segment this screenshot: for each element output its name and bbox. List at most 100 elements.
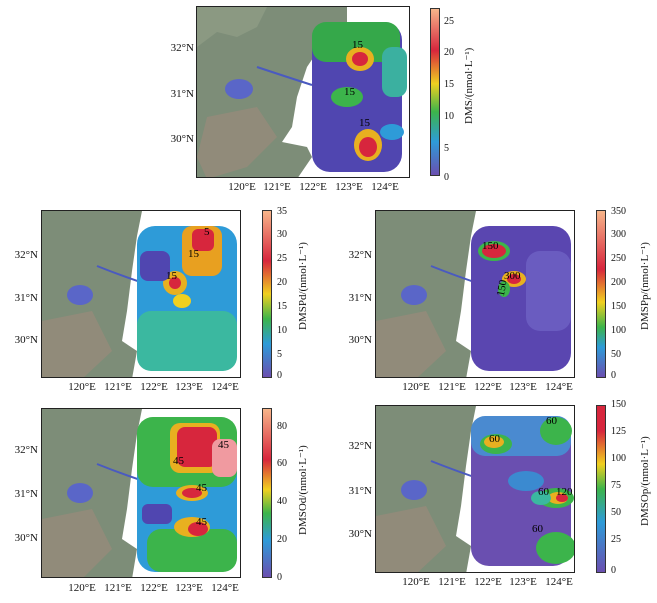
colorbar-tick: 150: [611, 301, 626, 312]
lon-label: 120°E: [402, 381, 430, 393]
colorbar-tick: 25: [444, 16, 454, 27]
colorbar-tick: 75: [611, 480, 621, 491]
colorbar-tick: 100: [611, 453, 626, 464]
lon-label: 120°E: [68, 381, 96, 393]
contour-label: 15: [166, 270, 177, 282]
map-dmsod: [41, 408, 241, 578]
lat-label: 32°N: [348, 440, 372, 452]
contour-label: 45: [173, 455, 184, 467]
colorbar-tick: 20: [277, 534, 287, 545]
colorbar-tick: 0: [277, 370, 282, 381]
contour-label: 60: [538, 486, 549, 498]
contour-label: 60: [532, 523, 543, 535]
colorbar-tick: 200: [611, 277, 626, 288]
lon-label: 121°E: [104, 582, 132, 594]
contour-label: 15: [352, 39, 363, 51]
lon-label: 122°E: [299, 181, 327, 193]
taihu-lake: [225, 79, 253, 99]
lon-label: 121°E: [438, 576, 466, 588]
lon-label: 124°E: [211, 381, 239, 393]
lat-label: 32°N: [14, 444, 38, 456]
lat-label: 32°N: [348, 249, 372, 261]
colorbar-title: DMS/(nmol·L⁻¹): [463, 47, 475, 124]
colorbar-tick: 0: [277, 572, 282, 583]
colorbar-tick: 150: [611, 399, 626, 410]
contour-label: 45: [196, 516, 207, 528]
lat-label: 31°N: [170, 88, 194, 100]
lon-label: 122°E: [140, 381, 168, 393]
colorbar-tick: 30: [277, 229, 287, 240]
lat-label: 31°N: [348, 292, 372, 304]
colorbar-tick: 300: [611, 229, 626, 240]
colorbar-tick: 20: [444, 47, 454, 58]
colorbar-tick: 35: [277, 206, 287, 217]
colorbar-tick: 50: [611, 349, 621, 360]
lon-label: 121°E: [263, 181, 291, 193]
lat-label: 30°N: [348, 334, 372, 346]
lon-label: 124°E: [545, 576, 573, 588]
lat-label: 30°N: [14, 334, 38, 346]
contour-label: 150: [482, 240, 499, 252]
lon-label: 120°E: [228, 181, 256, 193]
map-dmspd-svg: [42, 211, 240, 377]
lon-label: 124°E: [545, 381, 573, 393]
colorbar-tick: 0: [611, 370, 616, 381]
lon-label: 121°E: [438, 381, 466, 393]
contour-label: 45: [196, 482, 207, 494]
colorbar-tick: 20: [277, 277, 287, 288]
contour-label: 15: [188, 248, 199, 260]
lat-label: 31°N: [14, 292, 38, 304]
lon-label: 124°E: [211, 582, 239, 594]
colorbar-title: DMSPp/(nmol·L⁻¹): [639, 242, 651, 330]
contour-label: 60: [489, 433, 500, 445]
contour-label: 120: [556, 486, 573, 498]
lat-label: 32°N: [14, 249, 38, 261]
lat-label: 30°N: [348, 528, 372, 540]
lon-label: 123°E: [175, 582, 203, 594]
lat-label: 31°N: [14, 488, 38, 500]
lon-label: 122°E: [474, 576, 502, 588]
lon-label: 122°E: [140, 582, 168, 594]
contour-label: 15: [359, 117, 370, 129]
colorbar-tick: 10: [277, 325, 287, 336]
lon-label: 122°E: [474, 381, 502, 393]
colorbar-title: DMSOp/(nmol·L⁻¹): [639, 436, 651, 526]
colorbar-title: DMSOd/(nmol·L⁻¹): [297, 445, 309, 535]
lon-label: 121°E: [104, 381, 132, 393]
colorbar-tick: 100: [611, 325, 626, 336]
colorbar-tick: 15: [444, 79, 454, 90]
lon-label: 123°E: [175, 381, 203, 393]
lat-label: 31°N: [348, 485, 372, 497]
lon-label: 120°E: [402, 576, 430, 588]
map-dmspp-svg: [376, 211, 574, 377]
colorbar-tick: 80: [277, 421, 287, 432]
colorbar-tick: 50: [611, 507, 621, 518]
lon-label: 123°E: [335, 181, 363, 193]
lat-label: 30°N: [14, 532, 38, 544]
map-dmsop-svg: [376, 406, 574, 572]
colorbar-tick: 0: [444, 172, 449, 183]
colorbar-tick: 15: [277, 301, 287, 312]
colorbar-dmspd: [262, 210, 272, 378]
lon-label: 124°E: [371, 181, 399, 193]
map-dmsop: [375, 405, 575, 573]
lat-label: 32°N: [170, 42, 194, 54]
colorbar-tick: 5: [444, 143, 449, 154]
contour-label: 300: [504, 270, 521, 282]
contour-label: 60: [546, 415, 557, 427]
colorbar-dmsop: [596, 405, 606, 573]
lon-label: 123°E: [509, 381, 537, 393]
map-dmspd: [41, 210, 241, 378]
colorbar-tick: 0: [611, 565, 616, 576]
colorbar-tick: 350: [611, 206, 626, 217]
colorbar-tick: 40: [277, 496, 287, 507]
colorbar-tick: 250: [611, 253, 626, 264]
colorbar-tick: 60: [277, 458, 287, 469]
colorbar-dmspp: [596, 210, 606, 378]
colorbar-tick: 25: [611, 534, 621, 545]
contour-label: 45: [218, 439, 229, 451]
contour-label: 15: [344, 86, 355, 98]
lat-label: 30°N: [170, 133, 194, 145]
map-dmspp: [375, 210, 575, 378]
map-dms: [196, 6, 410, 178]
